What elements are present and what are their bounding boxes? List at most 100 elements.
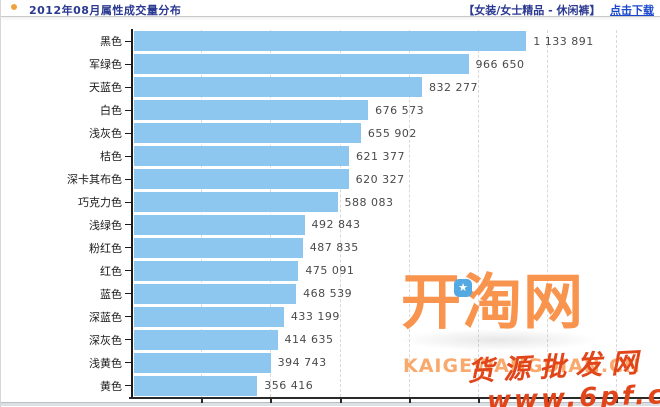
bar	[134, 77, 422, 98]
y-tick	[125, 270, 131, 272]
x-tick	[547, 399, 550, 403]
bar-row: 浅绿色 492 843	[1, 214, 660, 237]
category-label: 蓝色	[100, 287, 122, 301]
gridline	[339, 30, 341, 397]
bar	[134, 169, 349, 190]
category-label: 浅灰色	[89, 127, 122, 141]
category-label: 军绿色	[89, 58, 122, 72]
gridline	[270, 30, 272, 397]
bar-row: 黑色 1 133 891	[1, 30, 660, 53]
y-tick	[125, 132, 131, 134]
category-label: 红色	[100, 264, 122, 278]
y-tick	[125, 155, 131, 157]
bar-row: 红色 475 091	[1, 259, 660, 282]
bar-value-label: 588 083	[344, 195, 394, 209]
x-tick	[201, 399, 204, 403]
page-title: 2012年08月属性成交量分布	[29, 4, 182, 17]
bar	[134, 123, 361, 144]
bar-row: 浅灰色 655 902	[1, 122, 660, 145]
bar-row: 深蓝色 433 199	[1, 305, 660, 328]
y-tick	[125, 109, 131, 111]
x-tick	[408, 399, 411, 403]
y-tick	[125, 362, 131, 364]
category-label: 黄色	[100, 379, 122, 393]
bar-value-label: 475 091	[305, 264, 355, 278]
bar	[134, 260, 299, 281]
bar	[134, 214, 305, 235]
category-label: 天蓝色	[89, 81, 122, 95]
category-label: 粉红色	[89, 241, 122, 255]
header-right: 【女装/女士精品 - 休闲裤】 点击下载	[463, 2, 654, 18]
x-tick	[339, 399, 342, 403]
x-axis-line	[129, 397, 660, 399]
bar-value-label: 966 650	[475, 57, 525, 71]
x-tick	[616, 399, 619, 403]
gridline	[478, 30, 479, 397]
bar-row: 天蓝色 832 277	[1, 76, 660, 99]
bar-value-label: 621 377	[356, 149, 405, 163]
bar	[134, 375, 258, 396]
bar-row: 粉红色 487 835	[1, 236, 660, 259]
bar	[134, 352, 271, 373]
gridline	[616, 30, 618, 397]
category-label: 浅绿色	[89, 218, 122, 232]
bar-row: 深卡其布色 620 327	[1, 168, 660, 191]
x-tick	[270, 399, 273, 403]
bar-value-label: 832 277	[429, 80, 478, 94]
category-label: 白色	[100, 104, 122, 118]
bar-row: 巧克力色 588 083	[1, 191, 660, 214]
bar-value-label: 356 416	[264, 379, 314, 393]
bar-value-label: 676 573	[375, 103, 425, 117]
y-tick	[125, 293, 131, 295]
bar-value-label: 414 635	[284, 333, 334, 347]
category-label: 深灰色	[89, 333, 122, 347]
download-link[interactable]: 点击下载	[610, 4, 654, 17]
bar	[134, 306, 284, 327]
bar-row: 桔色 621 377	[1, 145, 660, 168]
y-tick	[125, 385, 131, 387]
gridline	[201, 30, 203, 397]
bar	[134, 192, 338, 213]
chart-header: 2012年08月属性成交量分布 【女装/女士精品 - 休闲裤】 点击下载	[1, 0, 660, 17]
bar-row: 黄色 356 416	[1, 374, 660, 397]
bar-chart: 黑色 1 133 891 军绿色 966 650 天蓝色 832 277 白色 676 573…	[1, 17, 660, 407]
category-label: 【女装/女士精品 - 休闲裤】	[463, 4, 601, 17]
bar-row: 军绿色 966 650	[1, 53, 660, 76]
y-tick	[125, 224, 131, 226]
bar-row: 深灰色 414 635	[1, 328, 660, 351]
y-tick	[125, 63, 131, 65]
bullet-ring-icon	[11, 4, 17, 10]
category-label: 黑色	[100, 35, 122, 49]
bar	[134, 146, 349, 167]
bar	[134, 31, 527, 52]
bar-value-label: 433 199	[290, 310, 340, 324]
y-axis-line	[131, 29, 133, 398]
gridline	[408, 30, 410, 397]
y-tick	[125, 40, 131, 42]
bar-rows: 黑色 1 133 891 军绿色 966 650 天蓝色 832 277 白色 676 573…	[1, 30, 660, 397]
category-label: 巧克力色	[78, 196, 122, 210]
bar-row: 白色 676 573	[1, 99, 660, 122]
y-tick	[125, 316, 131, 318]
y-tick	[125, 339, 131, 341]
bottom-strip	[1, 402, 660, 406]
y-tick	[125, 178, 131, 180]
bar-value-label: 655 902	[367, 126, 417, 140]
bar	[134, 283, 297, 304]
y-tick	[125, 86, 131, 88]
gridline	[547, 30, 549, 397]
category-label: 深卡其布色	[67, 173, 122, 187]
bar	[134, 100, 369, 121]
bar-value-label: 487 835	[309, 241, 359, 255]
bar-row: 浅黄色 394 743	[1, 351, 660, 374]
y-tick	[125, 201, 131, 203]
category-label: 深蓝色	[89, 310, 122, 324]
bar	[134, 237, 303, 258]
category-label: 浅黄色	[89, 356, 122, 370]
bar-value-label: 620 327	[355, 172, 405, 186]
bar	[134, 54, 469, 75]
bar-row: 蓝色 468 539	[1, 282, 660, 305]
bar-value-label: 394 743	[277, 356, 327, 370]
category-label: 桔色	[100, 150, 122, 164]
